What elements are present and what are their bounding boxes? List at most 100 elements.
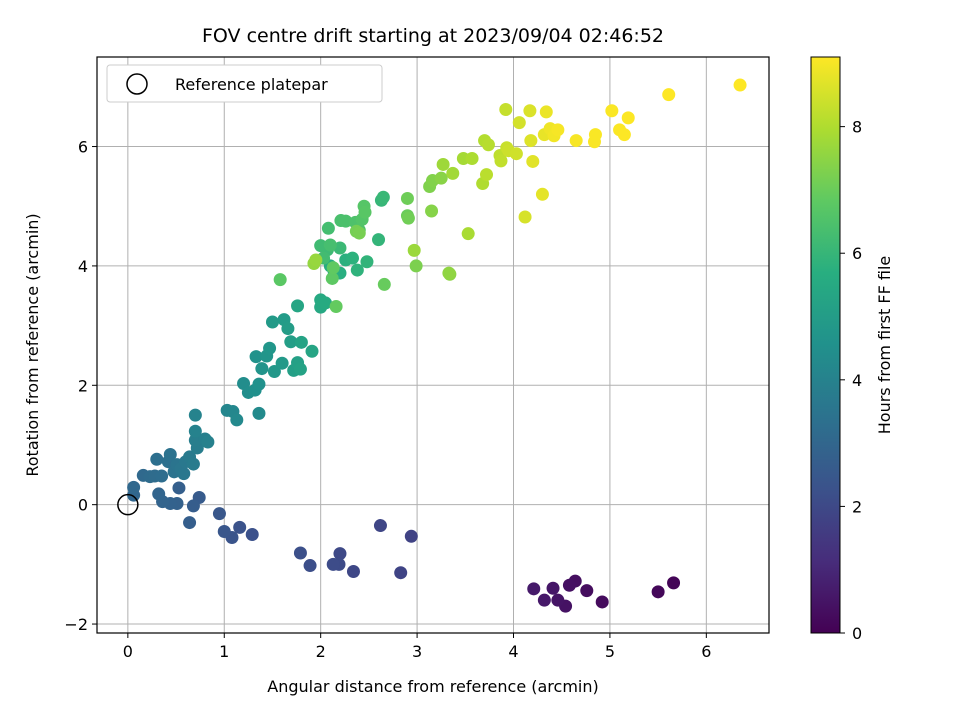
scatter-point (323, 238, 337, 252)
plot-frame (96, 56, 770, 634)
x-tick-label: 6 (701, 642, 711, 661)
scatter-point (434, 171, 448, 185)
scatter-point (321, 221, 335, 235)
scatter-point (293, 546, 307, 560)
scatter-point (186, 457, 200, 471)
scatter-point (605, 104, 619, 118)
scatter-point (425, 204, 439, 218)
scatter-point (188, 424, 202, 438)
colorbar-tick-label: 0 (852, 624, 862, 643)
scatter-point (539, 105, 553, 119)
x-axis-label: Angular distance from reference (arcmin) (267, 677, 598, 696)
scatter-point (127, 480, 141, 494)
legend-marker-icon (126, 73, 148, 95)
scatter-point (480, 168, 494, 182)
scatter-point (562, 578, 576, 592)
scatter-point (377, 277, 391, 291)
scatter-point (651, 585, 665, 599)
scatter-point (212, 507, 226, 521)
scatter-point (621, 111, 635, 125)
scatter-point (309, 253, 323, 267)
scatter-point (537, 593, 551, 607)
scatter-point (404, 529, 418, 543)
x-tick-label: 0 (123, 642, 133, 661)
scatter-point (265, 315, 279, 329)
scatter-point (188, 408, 202, 422)
scatter-point (352, 226, 366, 240)
scatter-point (524, 134, 538, 148)
y-axis-label: Rotation from reference (arcmin) (23, 213, 42, 476)
scatter-point (325, 271, 339, 285)
scatter-point (267, 365, 281, 379)
scatter-point (333, 547, 347, 561)
scatter-point (446, 166, 460, 180)
scatter-point (372, 233, 386, 247)
y-axis-ticks: −2 0 2 4 6 (64, 138, 97, 634)
scatter-point (339, 214, 353, 228)
scatter-point (551, 593, 565, 607)
scatter-point (526, 154, 540, 168)
scatter-point (172, 481, 186, 495)
scatter-point (442, 266, 456, 280)
scatter-point (281, 322, 295, 336)
scatter-point (252, 377, 266, 391)
y-tick-label: 0 (78, 496, 88, 515)
scatter-point (394, 566, 408, 580)
scatter-point (373, 519, 387, 533)
x-tick-label: 1 (219, 642, 229, 661)
scatter-point (275, 356, 289, 370)
scatter-point (263, 341, 277, 355)
scatter-point (230, 413, 244, 427)
scatter-point (252, 406, 266, 420)
scatter-point (733, 78, 747, 92)
legend: Reference platepar (106, 64, 383, 103)
scatter-point (376, 190, 390, 204)
scatter-point (303, 559, 317, 573)
scatter-point (667, 576, 681, 590)
scatter-point (346, 565, 360, 579)
x-axis-ticks: 0 1 2 3 4 5 6 (123, 633, 711, 661)
y-tick-label: −2 (64, 615, 88, 634)
scatter-point (329, 300, 343, 314)
legend-label: Reference platepar (175, 75, 328, 94)
x-tick-label: 5 (605, 642, 615, 661)
scatter-point (177, 467, 191, 481)
scatter-point (249, 350, 263, 364)
x-tick-label: 2 (316, 642, 326, 661)
scatter-point (150, 452, 164, 466)
scatter-point (294, 335, 308, 349)
colorbar-gradient (810, 56, 841, 634)
scatter-point (465, 151, 479, 165)
colorbar-tick-label: 4 (852, 371, 862, 390)
scatter-point (284, 335, 298, 349)
scatter-point (546, 581, 560, 595)
scatter-point (499, 103, 513, 117)
reference-marker-group (117, 493, 139, 516)
scatter-point (163, 448, 177, 462)
y-tick-label: 2 (78, 376, 88, 395)
scatter-point (535, 187, 549, 201)
scatter-point (345, 251, 359, 265)
scatter-point (273, 273, 287, 287)
scatter-point (527, 582, 541, 596)
scatter-point (551, 123, 565, 137)
scatter-point (407, 243, 421, 257)
x-tick-label: 4 (508, 642, 518, 661)
scatter-point (358, 205, 372, 219)
scatter-point (305, 344, 319, 358)
scatter-point (481, 138, 495, 152)
scatter-point (512, 116, 526, 130)
colorbar-label: Hours from first FF file (875, 256, 894, 435)
scatter-point (293, 362, 307, 376)
scatter-point (188, 433, 202, 447)
scatter-point (326, 557, 340, 571)
scatter-point (245, 528, 259, 542)
scatter-point (326, 261, 340, 275)
data-points (127, 78, 747, 613)
colorbar-tick-label: 6 (852, 244, 862, 263)
scatter-point (152, 487, 166, 501)
legend-box (106, 64, 383, 103)
colorbar-ticks: 0 2 4 6 8 (840, 118, 862, 643)
scatter-point (509, 147, 523, 161)
